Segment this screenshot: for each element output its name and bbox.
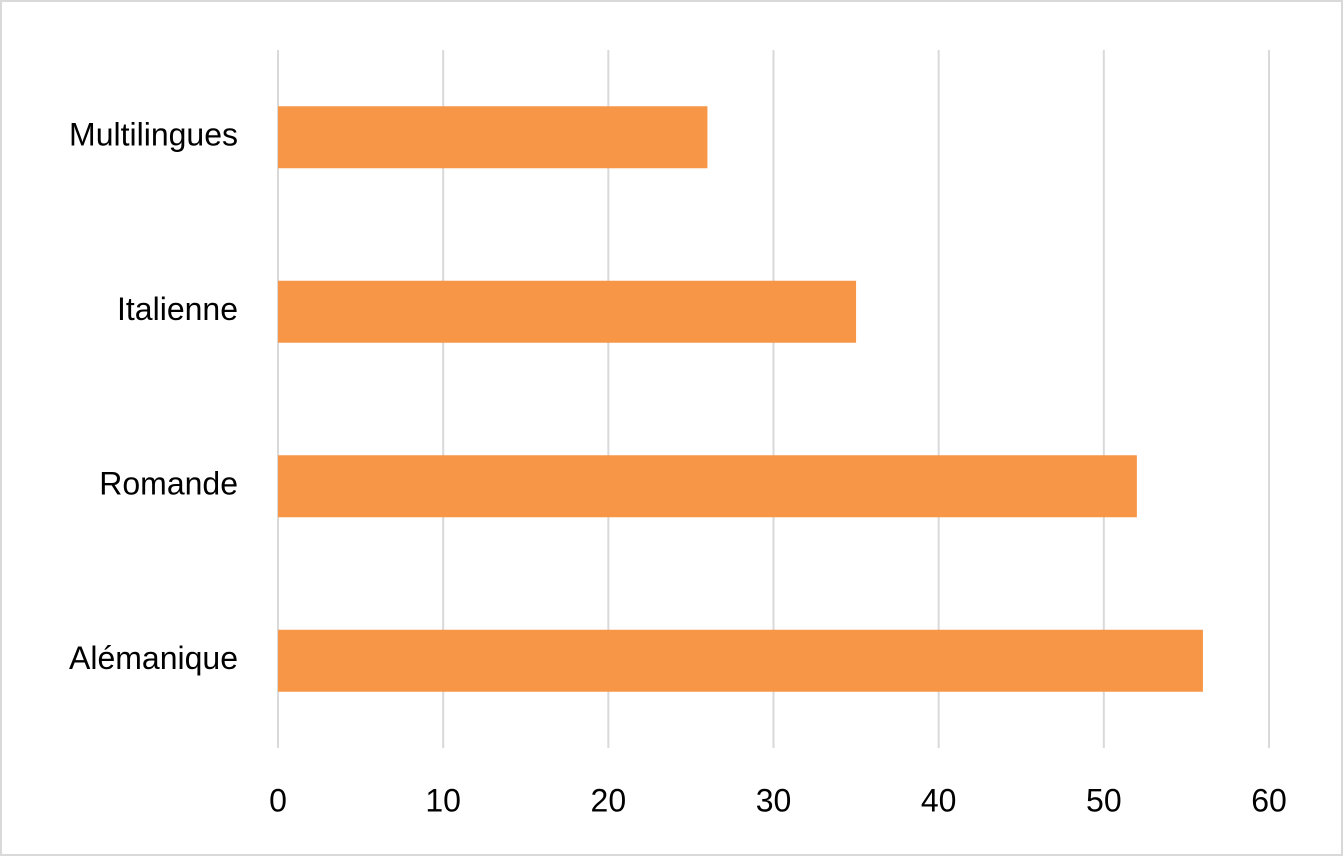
y-tick-label: Italienne [117, 291, 238, 327]
x-tick-label: 10 [425, 782, 461, 818]
x-tick-label: 30 [756, 782, 792, 818]
bar [278, 629, 1203, 692]
x-tick-label: 20 [591, 782, 627, 818]
bar [278, 280, 857, 343]
x-tick-label: 50 [1086, 782, 1122, 818]
y-tick-label: Alémanique [69, 640, 238, 676]
x-tick-label: 40 [921, 782, 957, 818]
bar [278, 455, 1137, 518]
y-tick-label: Romande [99, 466, 238, 502]
bar [278, 106, 708, 169]
x-tick-label: 60 [1251, 782, 1287, 818]
y-tick-label: Multilingues [69, 117, 238, 153]
x-tick-label: 0 [269, 782, 287, 818]
